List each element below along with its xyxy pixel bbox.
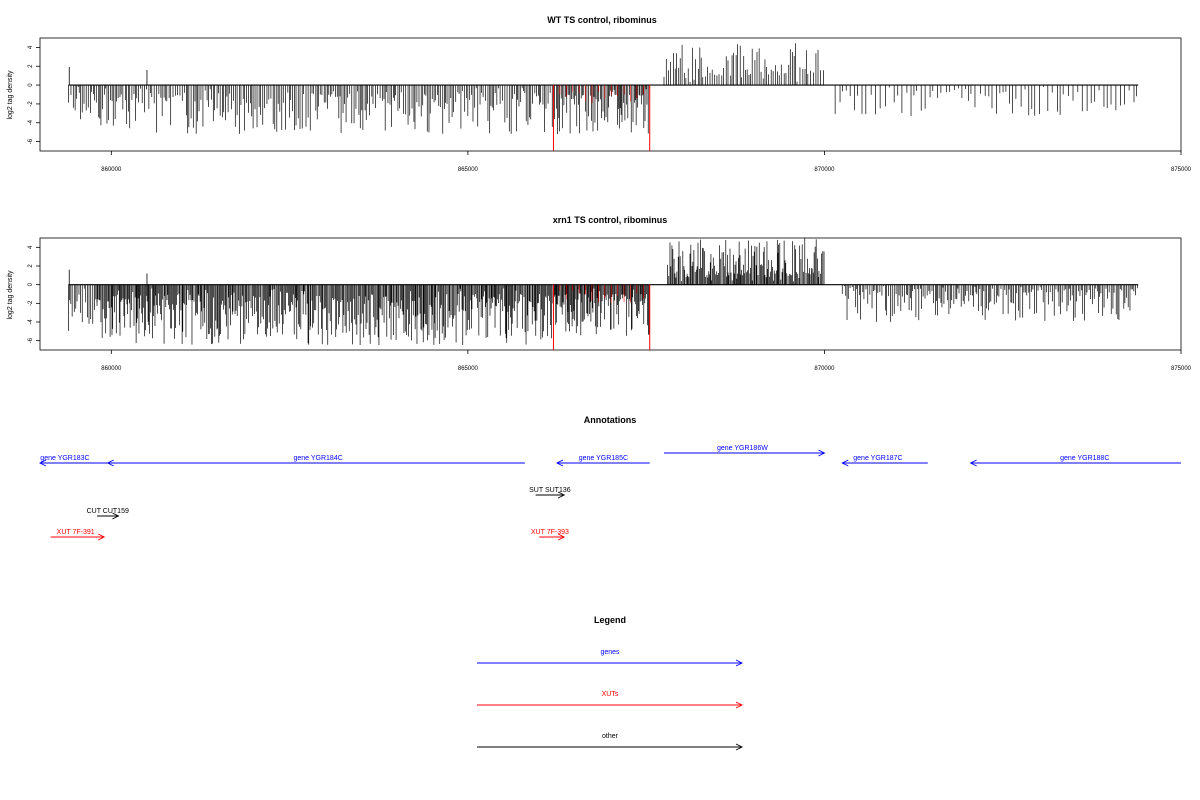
feature-arrowhead <box>557 491 566 499</box>
wt-track-bars <box>68 43 1139 135</box>
feature-arrowhead <box>112 512 120 520</box>
x-tick-label: 875000 <box>1171 167 1192 173</box>
legend-item: genes <box>477 649 744 667</box>
annotation-feature: gene YGR186W <box>663 445 826 457</box>
legend-item: other <box>477 733 744 751</box>
annotation-feature: SUT SUT136 <box>529 487 571 499</box>
y-tick-label: 2 <box>28 264 34 268</box>
x-tick-label: 865000 <box>458 366 479 372</box>
feature-arrowhead <box>106 459 114 467</box>
feature-label: gene YGR185C <box>579 455 628 462</box>
feature-arrowhead <box>969 459 977 467</box>
y-tick-label: 4 <box>28 45 34 49</box>
feature-arrowhead <box>38 459 47 467</box>
feature-label: XUT 7F-391 <box>57 529 95 536</box>
feature-arrowhead <box>557 533 566 541</box>
y-tick-label: -2 <box>28 300 34 306</box>
xrn1-track-highlight <box>552 284 651 350</box>
annotation-feature: XUT 7F-391 <box>50 529 106 541</box>
feature-arrowhead <box>841 459 849 467</box>
legend-label: other <box>602 733 619 740</box>
feature-label: gene YGR184C <box>293 455 342 462</box>
wt-track-title: WT TS control, ribominus <box>547 15 657 25</box>
feature-label: XUT 7F-393 <box>531 529 569 536</box>
wt-track-plot-frame <box>39 37 1182 152</box>
y-tick-label: -4 <box>28 119 34 125</box>
xrn1-track-axes: 860000 865000 870000 875000 -6 -4 -2 0 2 4 <box>28 245 1192 372</box>
y-tick-label: 4 <box>28 245 34 249</box>
xrn1-track-plot-frame <box>39 237 1182 351</box>
y-tick-label: -4 <box>28 319 34 325</box>
feature-label: CUT CUT159 <box>87 508 129 515</box>
y-tick-label: 0 <box>28 83 34 87</box>
xrn1-track-ylabel: log2 tag density <box>7 270 14 320</box>
x-tick-label: 875000 <box>1171 366 1192 372</box>
annotation-features: gene YGR183C gene YGR184C gene YGR185C gene… <box>38 445 1181 541</box>
y-tick-label: 2 <box>28 64 34 68</box>
legend-items: genes XUTs other <box>477 649 744 751</box>
wt-track-panel: WT TS control, ribominus log2 tag densit… <box>7 15 1192 173</box>
feature-arrowhead <box>818 449 826 457</box>
x-tick-label: 870000 <box>814 366 835 372</box>
feature-arrowhead <box>97 533 106 541</box>
y-tick-label: -2 <box>28 101 34 107</box>
wt-track-highlight <box>552 85 651 151</box>
annotation-feature: XUT 7F-393 <box>531 529 569 541</box>
legend-title: Legend <box>594 615 626 625</box>
legend-item: XUTs <box>477 691 744 709</box>
x-tick-label: 870000 <box>814 167 835 173</box>
wt-track-ylabel: log2 tag density <box>7 70 14 120</box>
legend-arrowhead <box>735 659 744 667</box>
annotation-feature: gene YGR184C <box>106 455 525 467</box>
x-tick-label: 865000 <box>458 167 479 173</box>
feature-label: gene YGR188C <box>1060 455 1109 462</box>
legend-label: genes <box>600 649 620 656</box>
xrn1-track-title: xrn1 TS control, ribominus <box>553 215 668 225</box>
annotation-feature: gene YGR183C <box>38 455 108 467</box>
feature-label: gene YGR183C <box>40 455 89 462</box>
x-tick-label: 860000 <box>101 167 122 173</box>
legend-arrowhead <box>735 743 744 751</box>
annotation-feature: gene YGR185C <box>556 455 650 467</box>
legend-arrowhead <box>735 701 744 709</box>
wt-track-axes: 860000 865000 870000 875000 -6 -4 -2 0 2 4 <box>28 45 1192 173</box>
xrn1-track-bars <box>68 238 1139 346</box>
y-tick-label: -6 <box>28 138 34 144</box>
feature-label: gene YGR187C <box>853 455 902 462</box>
annotation-feature: CUT CUT159 <box>87 508 129 520</box>
x-tick-label: 860000 <box>101 366 122 372</box>
annotation-feature: gene YGR187C <box>841 455 928 467</box>
y-tick-label: 0 <box>28 282 34 286</box>
feature-arrowhead <box>556 459 564 467</box>
legend: Legend genes XUTs other <box>477 615 744 751</box>
feature-label: gene YGR186W <box>717 445 768 452</box>
xrn1-track-panel: xrn1 TS control, ribominus log2 tag dens… <box>7 215 1192 372</box>
annotation-feature: gene YGR188C <box>969 455 1181 467</box>
annotations-title: Annotations <box>584 415 637 425</box>
y-tick-label: -6 <box>28 337 34 343</box>
legend-label: XUTs <box>602 691 619 698</box>
feature-label: SUT SUT136 <box>529 487 571 494</box>
annotations-panel: Annotations gene YGR183C gene YGR184C gene… <box>38 415 1181 541</box>
